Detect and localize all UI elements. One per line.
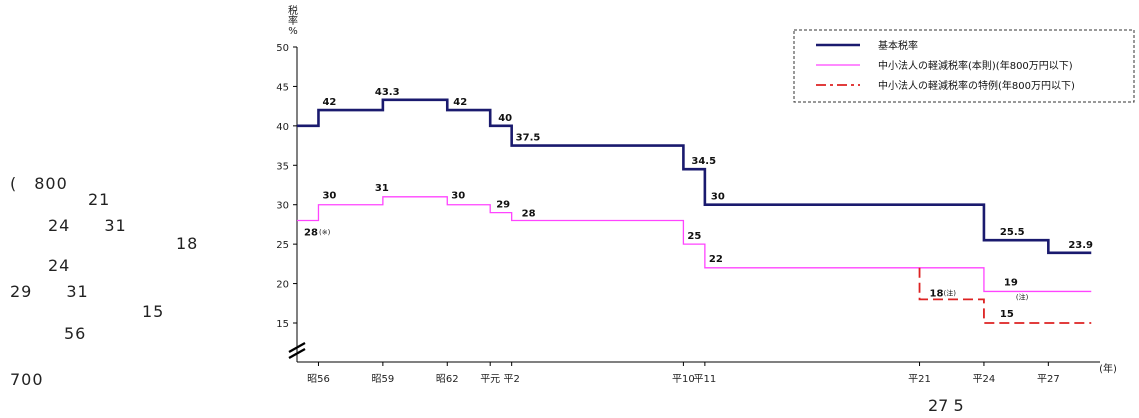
data-label: 37.5 <box>516 133 541 144</box>
annotation-note: (※) <box>319 228 331 236</box>
x-tick-label: 平11 <box>693 374 716 385</box>
y-tick-label: 35 <box>276 161 289 172</box>
y-tick-label: 15 <box>276 319 289 330</box>
data-label: 15 <box>1000 309 1014 320</box>
y-tick-label: 50 <box>276 43 289 54</box>
legend-entry: 中小法人の軽減税率(本則)(年800万円以下) <box>878 59 1073 72</box>
side-text-line: 24 <box>48 256 71 275</box>
footer-text: 27 5 <box>928 396 964 415</box>
x-axis-title: (年) <box>1099 362 1117 375</box>
y-tick-label: 25 <box>276 240 289 251</box>
x-tick-label: 平27 <box>1037 374 1060 385</box>
side-text-line: 18 <box>176 234 199 253</box>
data-label: 18 <box>930 288 944 299</box>
side-text-line: ( 800 <box>10 174 68 193</box>
y-axis-title: 率 <box>288 14 298 27</box>
data-label: 29 <box>496 200 510 211</box>
data-label: 22 <box>709 254 723 265</box>
data-label: 19 <box>1004 277 1018 288</box>
data-label: 28 <box>304 227 318 238</box>
legend-box <box>793 29 1135 103</box>
x-tick-label: 平元 <box>480 374 500 385</box>
side-text-line: 700 <box>10 370 44 389</box>
annotation-note: (注) <box>1016 292 1029 301</box>
data-label: 30 <box>711 192 725 203</box>
x-tick-label: 昭62 <box>436 373 459 385</box>
data-label: 34.5 <box>691 156 716 167</box>
data-label: 42 <box>322 97 336 108</box>
axis-break-stroke <box>288 342 306 353</box>
data-label: 25.5 <box>1000 227 1025 238</box>
data-label: 23.9 <box>1068 240 1093 251</box>
y-tick-label: 20 <box>276 280 289 291</box>
legend-entry: 中小法人の軽減税率の特例(年800万円以下) <box>878 79 1075 92</box>
axis-break-stroke <box>288 348 306 359</box>
y-tick-label: 40 <box>276 122 289 133</box>
side-text-line: 24 31 <box>48 216 127 235</box>
y-axis-title: 税 <box>288 4 298 17</box>
chart-series <box>297 98 1092 324</box>
x-tick-label: 平21 <box>908 374 931 385</box>
x-tick-label: 平10 <box>672 374 695 385</box>
x-tick-label: 平24 <box>973 374 996 385</box>
series-line-1 <box>297 196 1092 293</box>
x-tick-label: 平2 <box>503 374 519 385</box>
data-label: 30 <box>451 191 465 202</box>
x-tick-label: 昭59 <box>371 373 394 385</box>
chart-labels: 42 43.3 42 40 37.5 34.5 30 25.5 23.9 28 30 31 30 29 28… <box>304 87 1093 320</box>
side-text-line: 21 <box>88 190 111 209</box>
side-text-line: 15 <box>142 302 165 321</box>
x-tick-label: 昭56 <box>307 373 330 385</box>
data-label: 40 <box>498 113 512 124</box>
y-axis-title: % <box>288 26 298 37</box>
legend-entry: 基本税率 <box>878 39 918 52</box>
y-tick-label: 45 <box>276 82 289 93</box>
data-label: 42 <box>453 97 467 108</box>
side-text-line: 29 31 <box>10 282 89 301</box>
axis-break-icon <box>288 342 306 359</box>
series-line-0 <box>297 98 1092 255</box>
y-tick-label: 30 <box>276 201 289 212</box>
data-label: 43.3 <box>375 87 400 98</box>
side-text-line: 56 <box>64 324 87 343</box>
data-label: 31 <box>375 183 389 194</box>
data-label: 25 <box>687 231 701 242</box>
data-label: 28 <box>522 208 536 219</box>
series-line-2 <box>918 267 1092 324</box>
data-label: 30 <box>322 191 336 202</box>
annotation-note: (注) <box>944 288 957 297</box>
